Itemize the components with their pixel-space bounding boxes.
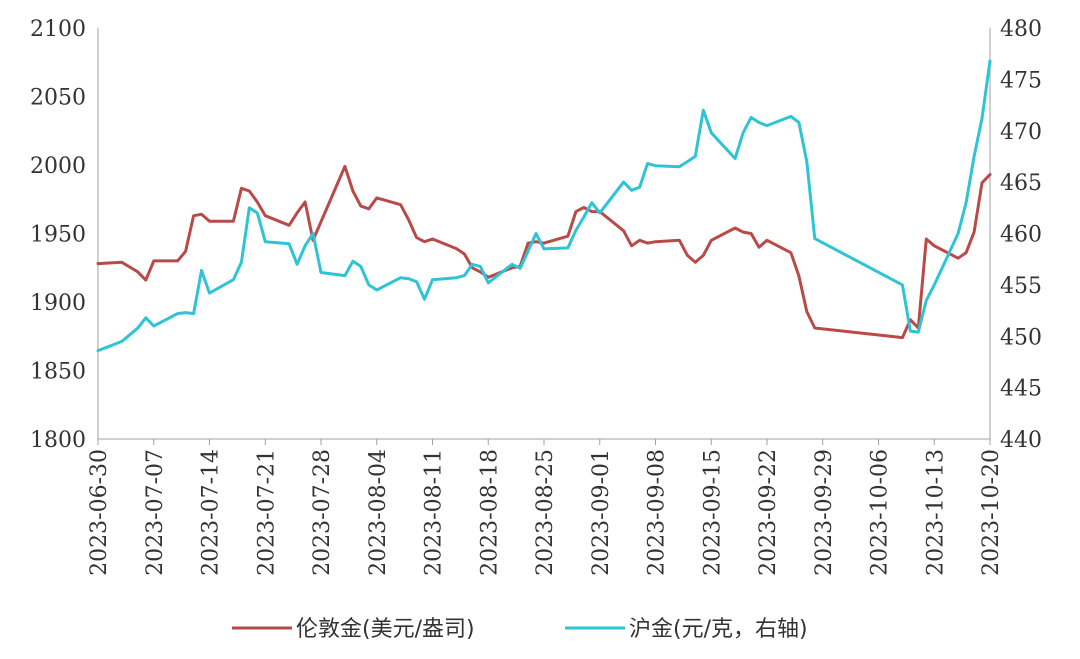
- left-y-axis-ticks: 1800 1850 1900 1950 2000 2050 2100: [30, 17, 86, 453]
- x-tick-label: 2023-10-13: [923, 449, 948, 576]
- x-tick-label: 2023-09-15: [700, 449, 725, 576]
- right-y-tick-label: 455: [1000, 274, 1042, 299]
- left-y-tick-label: 1950: [30, 223, 86, 248]
- left-y-tick-label: 2050: [30, 86, 86, 111]
- x-tick-label: 2023-09-01: [589, 449, 614, 576]
- right-y-axis-ticks: 440 445 450 455 460 465 470 475 480: [1000, 17, 1042, 453]
- x-tick-label: 2023-09-22: [756, 449, 781, 576]
- x-tick-label: 2023-07-14: [199, 449, 224, 576]
- left-y-tick-label: 1850: [30, 360, 86, 385]
- x-tick-label: 2023-08-25: [533, 449, 558, 576]
- x-tick-label: 2023-10-06: [868, 449, 893, 576]
- right-y-tick-label: 440: [1000, 428, 1042, 453]
- legend-label-london-gold: 伦敦金(美元/盎司): [296, 617, 475, 642]
- x-tick-label: 2023-08-04: [366, 449, 391, 576]
- right-y-tick-label: 450: [1000, 325, 1042, 350]
- x-tick-label: 2023-07-21: [254, 449, 279, 576]
- x-tick-label: 2023-09-29: [812, 449, 837, 576]
- right-y-tick-label: 470: [1000, 120, 1042, 145]
- x-tick-label: 2023-08-11: [422, 449, 447, 576]
- left-y-tick-label: 1800: [30, 428, 86, 453]
- series-lines: [96, 59, 992, 353]
- right-y-tick-label: 475: [1000, 68, 1042, 93]
- x-tick-label: 2023-08-18: [477, 449, 502, 576]
- left-y-tick-label: 2000: [30, 154, 86, 179]
- left-y-tick-label: 1900: [30, 291, 86, 316]
- axes: [97, 28, 991, 440]
- right-y-tick-label: 465: [1000, 171, 1042, 196]
- x-tick-label: 2023-07-07: [143, 449, 168, 576]
- right-y-tick-label: 445: [1000, 377, 1042, 402]
- series-line-london-gold: [96, 164, 992, 340]
- right-y-tick-label: 460: [1000, 223, 1042, 248]
- left-y-tick-label: 2100: [30, 17, 86, 42]
- x-tick-label: 2023-09-08: [645, 449, 670, 576]
- x-tick-label: 2023-10-20: [979, 449, 1004, 576]
- right-y-tick-label: 480: [1000, 17, 1042, 42]
- legend: 伦敦金(美元/盎司) 沪金(元/克，右轴): [232, 617, 808, 642]
- series-line-shanghai-gold: [96, 59, 992, 353]
- x-tick-label: 2023-06-30: [87, 449, 112, 576]
- x-axis-ticks: 2023-06-30 2023-07-07 2023-07-14 2023-07-21…: [87, 439, 1004, 576]
- legend-label-shanghai-gold: 沪金(元/克，右轴): [629, 617, 808, 642]
- x-tick-label: 2023-07-28: [310, 449, 335, 576]
